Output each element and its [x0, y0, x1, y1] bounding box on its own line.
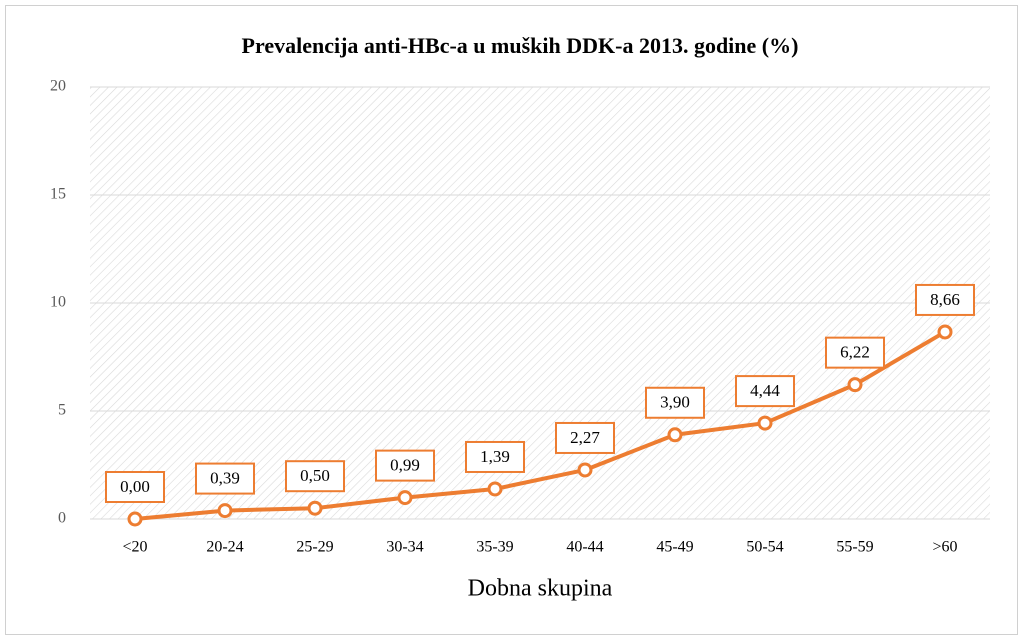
- data-point: [577, 462, 593, 478]
- data-line: [134, 330, 947, 521]
- data-label-box: [195, 462, 255, 495]
- x-tick-label: 40-44: [566, 539, 603, 556]
- data-label: 6,22: [840, 343, 870, 362]
- x-tick-label: 20-24: [206, 539, 243, 556]
- x-tick-label: >60: [932, 539, 957, 556]
- data-point: [667, 427, 683, 443]
- data-point: [307, 500, 323, 516]
- data-label: 0,00: [120, 477, 150, 496]
- data-label-box: [555, 421, 615, 454]
- x-tick-label: <20: [122, 539, 147, 556]
- x-tick-label: 30-34: [386, 539, 423, 556]
- x-axis-label: Dobna skupina: [468, 576, 613, 602]
- x-tick-label: 35-39: [476, 539, 513, 556]
- x-tick-label: 45-49: [656, 539, 693, 556]
- data-point: [937, 324, 953, 340]
- y-tick-label: 0: [58, 510, 66, 527]
- data-label-box: [735, 375, 795, 408]
- data-label: 0,50: [300, 466, 330, 485]
- y-tick-label: 5: [58, 402, 66, 419]
- data-label-box: [465, 440, 525, 473]
- data-label-box: [645, 386, 705, 419]
- y-tick-label: 20: [50, 78, 66, 95]
- data-label-box: [915, 283, 975, 316]
- x-tick-label: 50-54: [746, 539, 783, 556]
- y-tick-label: 10: [50, 294, 66, 311]
- data-point: [217, 503, 233, 519]
- data-label: 4,44: [750, 381, 780, 400]
- data-label: 3,90: [660, 393, 690, 412]
- data-label-box: [285, 460, 345, 493]
- data-point: [487, 481, 503, 497]
- data-label: 0,39: [210, 468, 240, 487]
- data-label: 2,27: [570, 428, 600, 447]
- data-point: [847, 377, 863, 393]
- data-label: 0,99: [390, 456, 420, 475]
- data-point: [757, 415, 773, 431]
- y-tick-label: 15: [50, 186, 66, 203]
- data-label: 8,66: [930, 290, 960, 309]
- data-point: [397, 490, 413, 506]
- x-tick-label: 55-59: [836, 539, 873, 556]
- data-label-box: [375, 449, 435, 482]
- data-label-box: [105, 471, 165, 503]
- data-label-box: [825, 336, 885, 369]
- data-point: [127, 511, 143, 527]
- data-label: 1,39: [480, 447, 510, 466]
- chart-title: Prevalencija anti-HBc-a u muških DDK-a 2…: [242, 33, 799, 58]
- x-tick-label: 25-29: [296, 539, 333, 556]
